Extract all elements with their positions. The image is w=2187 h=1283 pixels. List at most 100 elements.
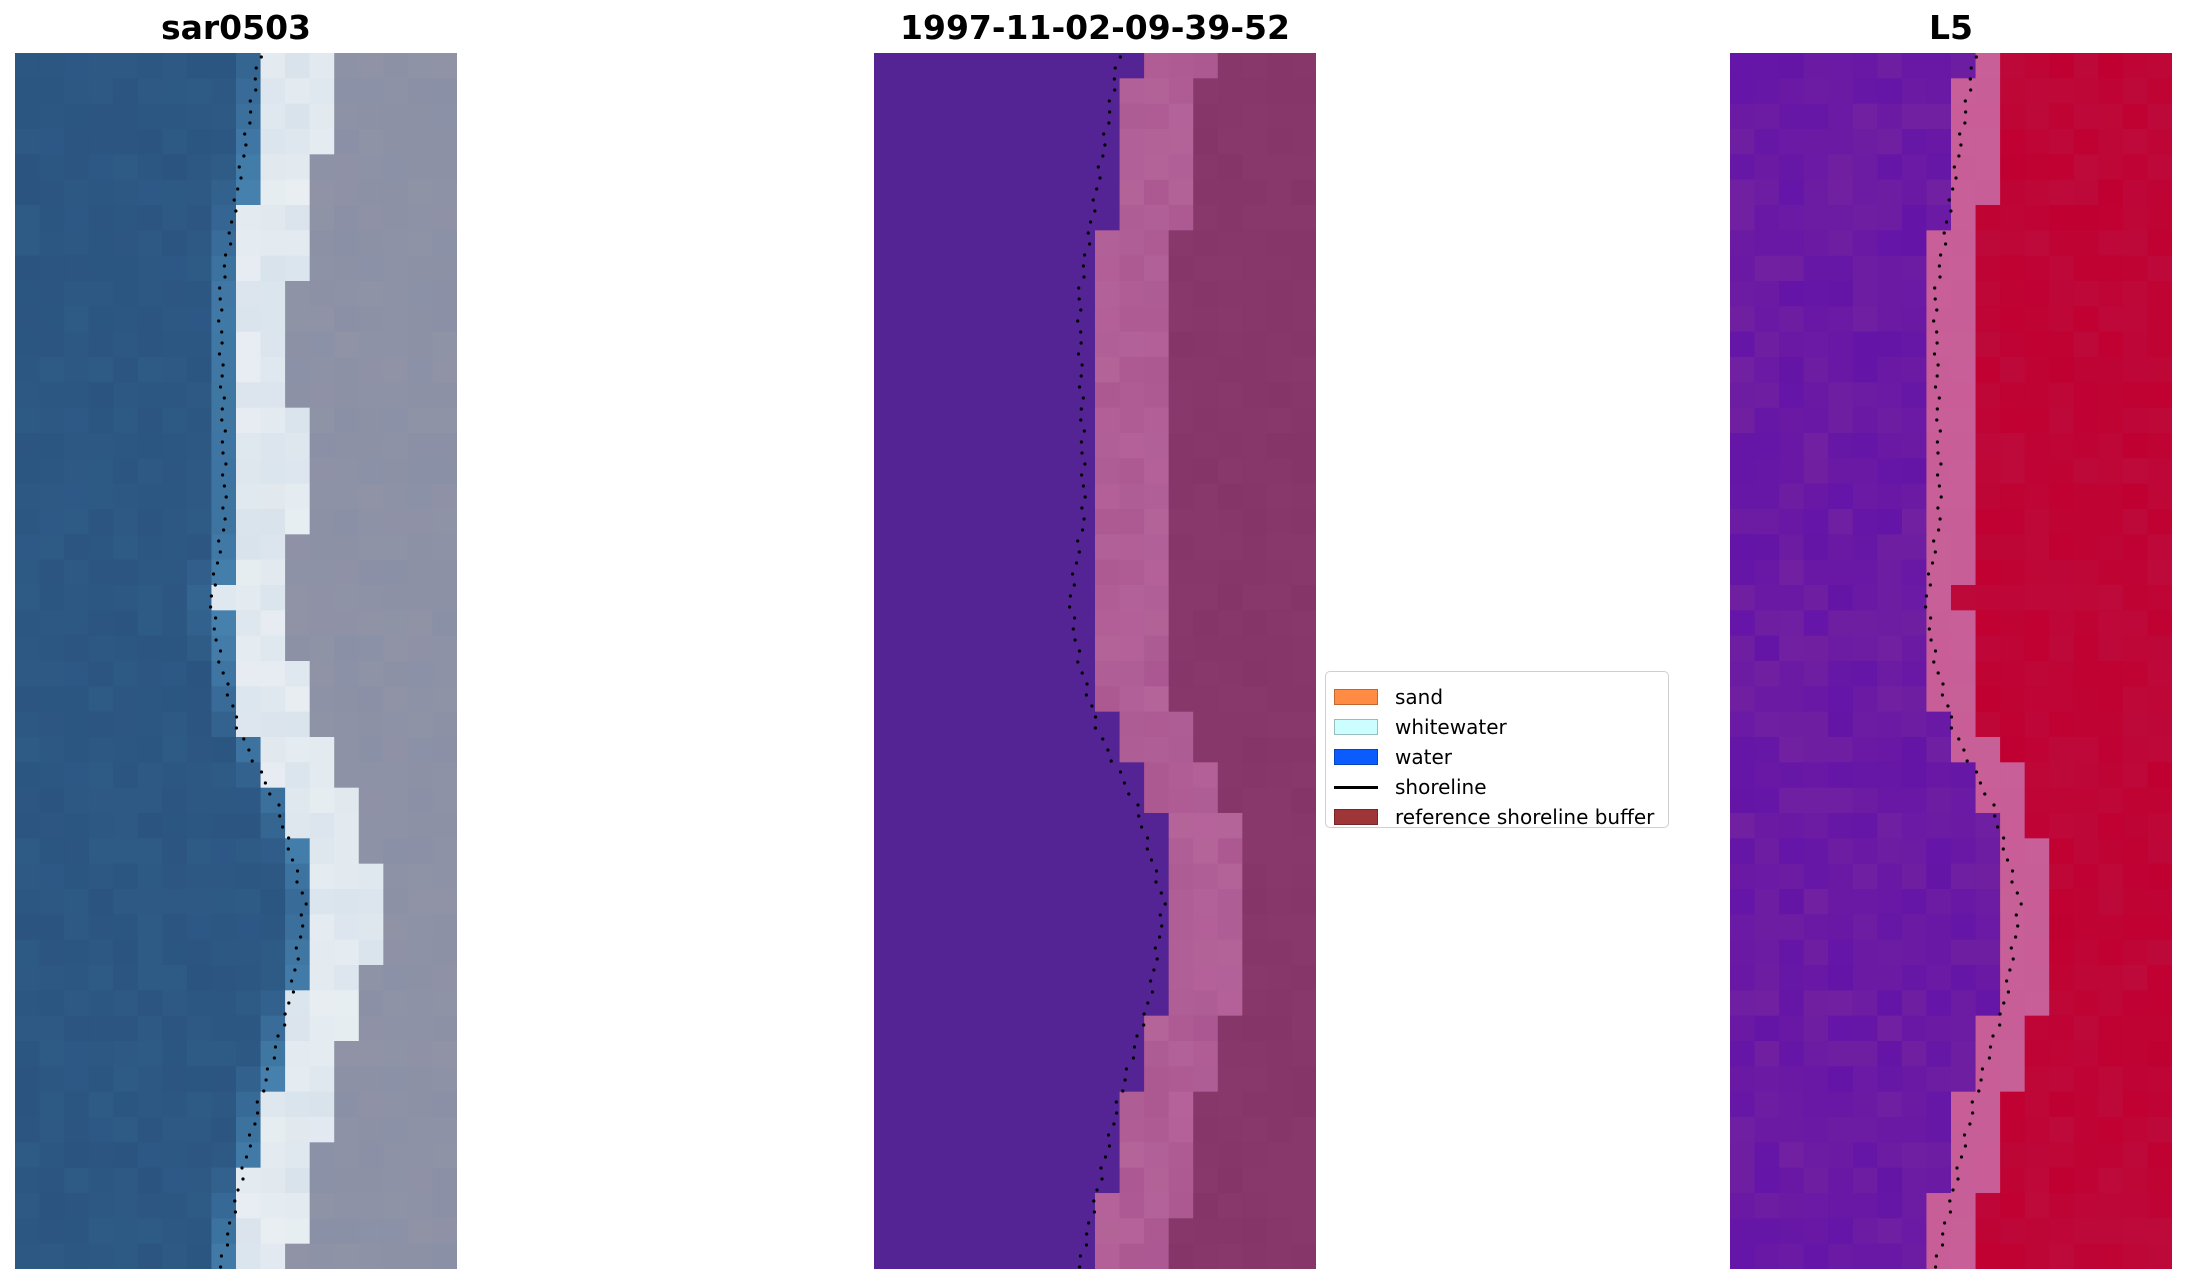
classified-pixel xyxy=(1095,534,1121,561)
index-pixel xyxy=(2000,382,2026,409)
rgb-pixel xyxy=(236,610,262,637)
shoreline-point xyxy=(247,748,251,752)
classified-pixel xyxy=(1021,863,1047,890)
classified-pixel xyxy=(1045,787,1072,814)
index-pixel xyxy=(1803,762,1829,789)
rgb-pixel xyxy=(407,787,434,814)
rgb-pixel xyxy=(64,711,90,738)
classified-pixel xyxy=(1217,1041,1243,1067)
rgb-pixel xyxy=(15,1091,41,1118)
classified-pixel xyxy=(947,382,973,409)
rgb-pixel xyxy=(407,1015,434,1042)
index-pixel xyxy=(1951,1142,1977,1169)
shoreline-point xyxy=(2005,858,2010,862)
shoreline-point xyxy=(1930,561,1935,565)
classified-pixel xyxy=(1045,1041,1072,1067)
index-pixel xyxy=(1803,103,1829,130)
classified-pixel xyxy=(1070,407,1096,434)
classified-pixel xyxy=(1045,889,1072,915)
classified-pixel xyxy=(1242,179,1268,206)
rgb-pixel xyxy=(113,53,139,79)
rgb-pixel xyxy=(211,331,237,358)
rgb-pixel xyxy=(64,179,90,206)
shoreline-point xyxy=(2016,924,2020,928)
shoreline-point xyxy=(1088,242,1092,246)
rgb-pixel xyxy=(88,1117,114,1143)
classified-pixel xyxy=(1045,483,1072,510)
classified-pixel xyxy=(1070,281,1096,307)
index-pixel xyxy=(2024,661,2050,687)
rgb-pixel xyxy=(236,686,262,713)
index-pixel xyxy=(1975,1091,2001,1118)
classified-pixel xyxy=(1070,534,1096,561)
classified-pixel xyxy=(1217,534,1243,561)
index-pixel xyxy=(2122,1167,2149,1194)
classified-pixel xyxy=(947,1015,973,1042)
shoreline-point xyxy=(241,1177,245,1181)
shoreline-point xyxy=(234,209,238,213)
index-pixel xyxy=(1852,129,1878,155)
index-pixel xyxy=(1730,711,1756,738)
index-pixel xyxy=(2122,686,2149,713)
rgb-pixel xyxy=(358,914,384,941)
classified-pixel xyxy=(1193,534,1219,561)
index-pixel xyxy=(1779,103,1805,130)
classified-pixel xyxy=(1266,737,1293,763)
classified-pixel xyxy=(996,610,1022,637)
shoreline-point xyxy=(1947,198,1951,202)
rgb-pixel xyxy=(358,306,384,333)
shoreline-point xyxy=(220,407,224,411)
index-pixel xyxy=(2073,407,2099,434)
index-pixel xyxy=(1828,534,1854,561)
shoreline-point xyxy=(1936,451,1940,455)
classified-pixel xyxy=(1266,1117,1293,1143)
classified-pixel xyxy=(1217,53,1243,79)
index-pixel xyxy=(2049,661,2075,687)
rgb-pixel xyxy=(88,787,114,814)
index-pixel xyxy=(2024,1142,2050,1169)
classified-pixel xyxy=(898,863,924,890)
shoreline-point xyxy=(211,572,216,576)
classified-pixel xyxy=(1070,813,1096,839)
rgb-pixel xyxy=(334,1193,360,1219)
rgb-pixel xyxy=(162,838,188,865)
rgb-pixel xyxy=(113,458,139,485)
classified-pixel xyxy=(1242,939,1268,966)
index-pixel xyxy=(2098,255,2124,282)
index-pixel xyxy=(1852,610,1878,637)
classified-pixel xyxy=(947,939,973,966)
shoreline-point xyxy=(1101,154,1105,158)
classified-pixel xyxy=(1291,863,1316,890)
classified-pixel xyxy=(923,1193,949,1219)
classified-pixel xyxy=(1168,990,1194,1017)
classified-pixel xyxy=(1291,509,1316,535)
index-pixel xyxy=(1926,357,1952,383)
rgb-pixel xyxy=(260,509,286,535)
classified-pixel xyxy=(1095,483,1121,510)
index-pixel xyxy=(1852,1142,1878,1169)
index-pixel xyxy=(1901,585,1928,611)
classified-pixel xyxy=(1168,635,1194,662)
shoreline-point xyxy=(242,737,246,741)
index-pixel xyxy=(2024,686,2050,713)
shoreline-point xyxy=(290,979,294,983)
rgb-pixel xyxy=(260,1218,286,1245)
classified-pixel xyxy=(947,230,973,257)
rgb-pixel xyxy=(407,762,434,789)
index-pixel xyxy=(2024,990,2050,1017)
shoreline-point xyxy=(248,99,252,103)
classified-pixel xyxy=(1193,686,1219,713)
classified-pixel xyxy=(874,53,900,79)
classified-pixel xyxy=(1095,1218,1121,1245)
rgb-pixel xyxy=(407,458,434,485)
index-pixel xyxy=(1754,1142,1780,1169)
index-pixel xyxy=(1926,331,1952,358)
rgb-pixel xyxy=(260,610,286,637)
index-pixel xyxy=(1926,813,1952,839)
classified-pixel xyxy=(947,205,973,231)
classified-pixel xyxy=(1021,686,1047,713)
shoreline-point xyxy=(1080,363,1084,367)
index-pixel xyxy=(1779,1091,1805,1118)
rgb-pixel xyxy=(186,635,213,662)
shoreline-point xyxy=(230,220,234,224)
